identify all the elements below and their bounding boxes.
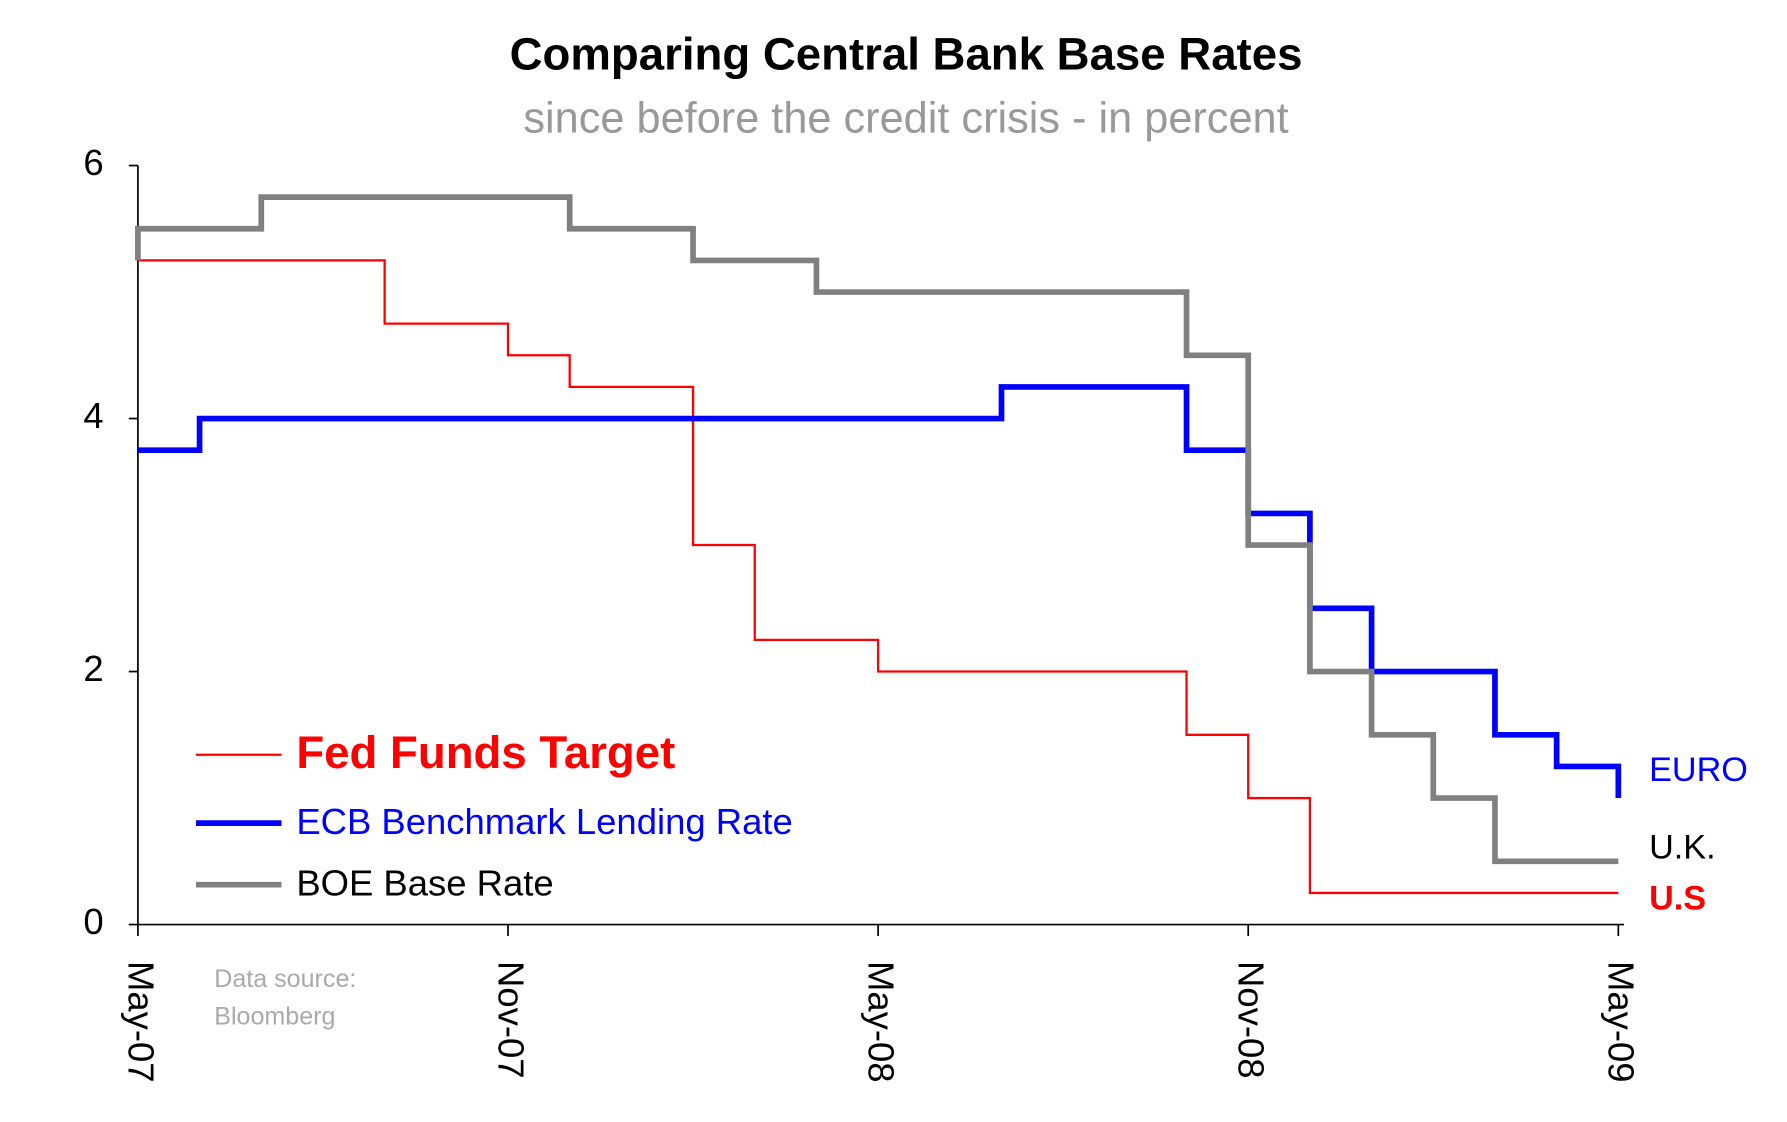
end-label: U.K. bbox=[1649, 828, 1716, 866]
y-tick-label: 6 bbox=[83, 142, 103, 183]
series-line bbox=[135, 194, 1619, 865]
legend-label: BOE Base Rate bbox=[296, 862, 553, 903]
legend-label: Fed Funds Target bbox=[296, 727, 675, 778]
x-tick-label: Nov-07 bbox=[490, 961, 531, 1079]
series-line bbox=[137, 384, 1622, 799]
legend-label: ECB Benchmark Lending Rate bbox=[296, 801, 792, 842]
annotation: Bloomberg bbox=[214, 1003, 335, 1031]
x-tick-label: May-08 bbox=[860, 961, 901, 1083]
annotation: Data source: bbox=[214, 965, 356, 993]
end-label: EURO bbox=[1649, 751, 1748, 789]
x-tick-label: May-09 bbox=[1601, 961, 1642, 1083]
end-label: U.S bbox=[1649, 880, 1706, 918]
y-tick-label: 2 bbox=[83, 648, 103, 689]
x-tick-label: May-07 bbox=[120, 961, 161, 1083]
series-line bbox=[137, 259, 1619, 895]
y-tick-label: 0 bbox=[83, 901, 103, 942]
y-tick-label: 4 bbox=[83, 395, 103, 436]
chart-title: Comparing Central Bank Base Rates bbox=[510, 28, 1303, 79]
chart-subtitle: since before the credit crisis - in perc… bbox=[523, 95, 1288, 143]
x-tick-label: Nov-08 bbox=[1231, 961, 1272, 1079]
